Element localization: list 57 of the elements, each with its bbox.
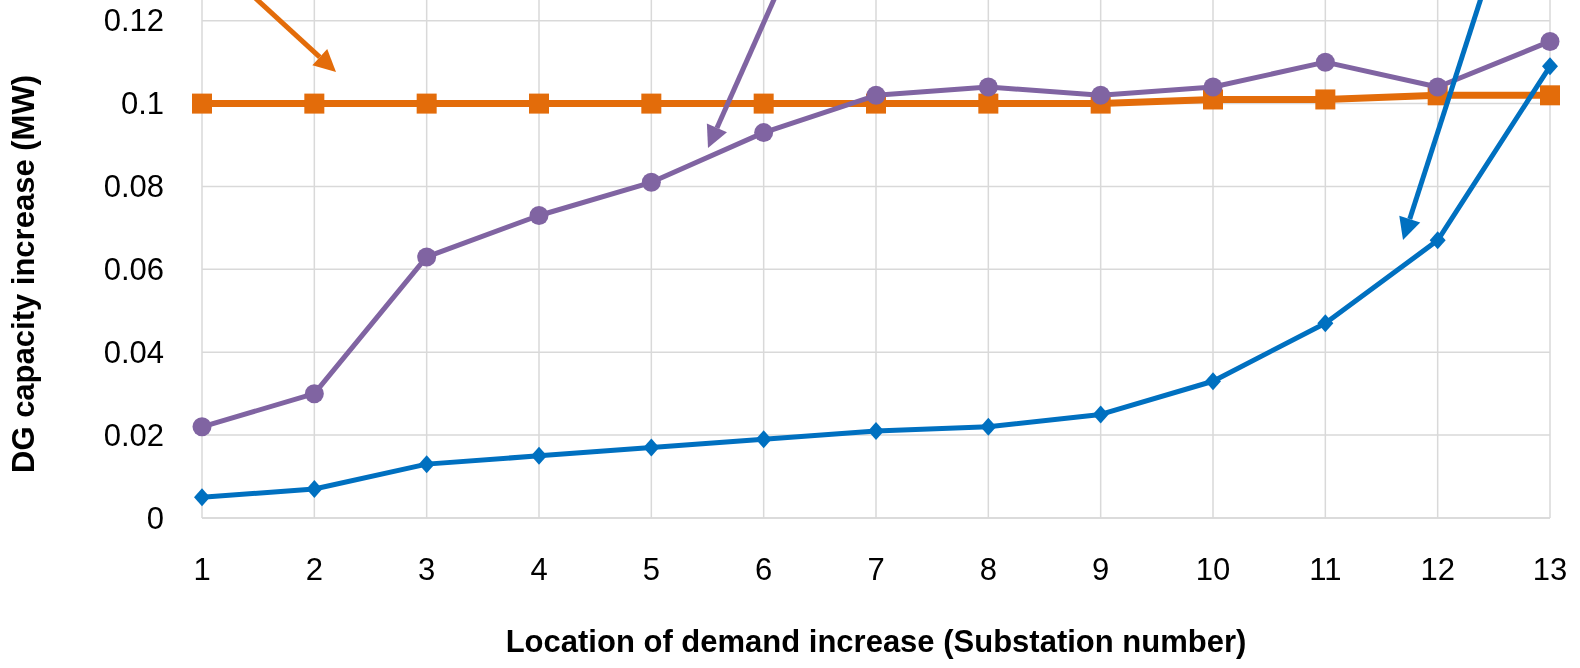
y-tick-label: 0.1 — [120, 86, 164, 122]
point — [980, 417, 997, 436]
point — [1091, 85, 1111, 105]
point — [1203, 77, 1223, 97]
x-tick-label: 1 — [193, 552, 211, 587]
point — [304, 384, 324, 404]
point — [641, 93, 662, 114]
point — [753, 93, 774, 114]
y-tick-label: 0.12 — [103, 3, 164, 39]
x-tick-label: 8 — [979, 552, 997, 587]
point — [755, 430, 772, 449]
point — [1205, 372, 1221, 391]
y-tick-label: 0 — [146, 500, 164, 536]
point — [304, 93, 325, 114]
point — [1317, 314, 1334, 333]
x-tick-label: 9 — [1092, 552, 1110, 587]
x-tick-label: 3 — [418, 552, 436, 587]
point — [529, 205, 549, 225]
y-tick-label: 0.02 — [103, 417, 164, 453]
point — [418, 455, 435, 474]
y-axis-title: DG capacity increase (MW) — [6, 75, 41, 473]
point — [194, 488, 210, 507]
point — [1429, 231, 1446, 250]
x-tick-label: 2 — [305, 552, 323, 587]
point — [306, 479, 323, 498]
point — [1540, 31, 1560, 51]
point — [1092, 405, 1109, 424]
x-tick-label: 6 — [755, 552, 773, 587]
point — [754, 123, 774, 143]
x-tick-label: 10 — [1195, 552, 1231, 587]
x-axis-title: Location of demand increase (Substation number) — [505, 624, 1247, 659]
point — [1540, 85, 1560, 106]
x-tick-label: 11 — [1309, 552, 1342, 587]
point — [641, 172, 661, 192]
point — [417, 247, 437, 267]
x-tick-label: 7 — [867, 552, 885, 587]
point — [866, 85, 886, 105]
point — [531, 446, 547, 465]
point — [1315, 89, 1336, 110]
point — [192, 417, 212, 437]
x-tick-label: 12 — [1420, 552, 1455, 587]
point — [1542, 57, 1558, 76]
x-tick-label: 5 — [642, 552, 660, 587]
point — [978, 93, 999, 114]
point — [416, 93, 437, 114]
point — [1315, 52, 1335, 72]
y-tick-label: 0.06 — [103, 251, 164, 287]
point — [1428, 77, 1448, 97]
x-tick-label: 13 — [1532, 552, 1568, 587]
point — [978, 77, 998, 97]
point — [868, 421, 884, 440]
y-tick-label: 0.04 — [103, 334, 164, 370]
x-tick-label: 4 — [530, 552, 548, 587]
point — [192, 93, 212, 114]
point — [643, 438, 660, 457]
y-tick-label: 0.08 — [103, 168, 164, 204]
point — [529, 93, 549, 114]
